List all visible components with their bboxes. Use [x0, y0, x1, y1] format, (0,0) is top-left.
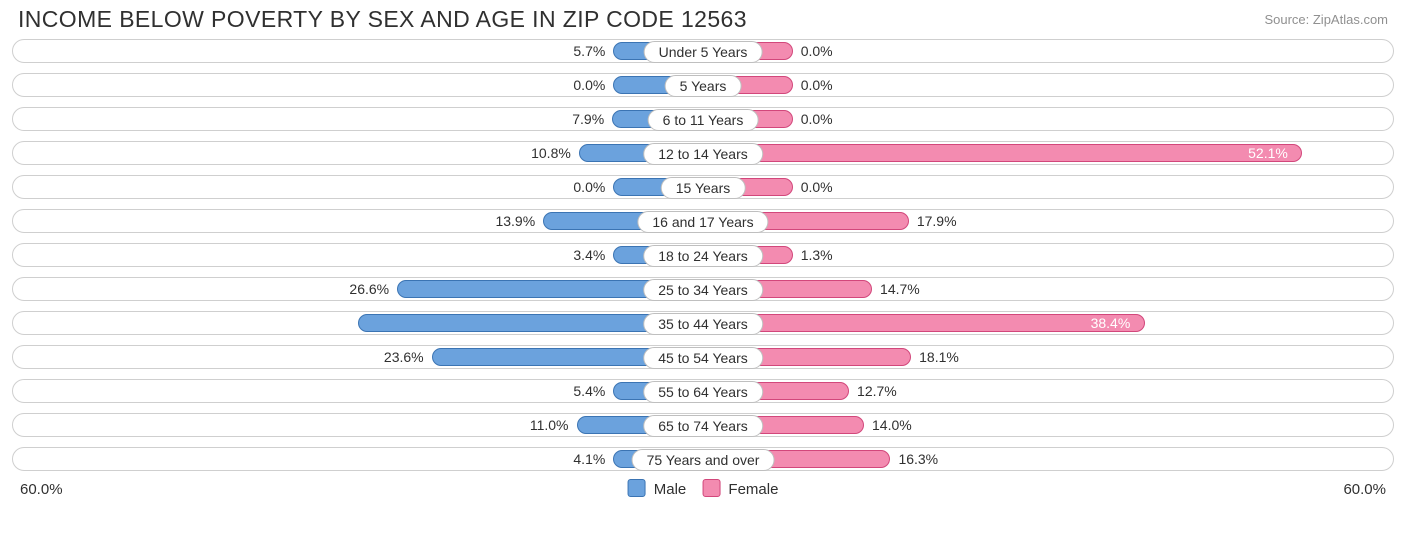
value-female: 12.7%: [857, 380, 897, 402]
value-female: 0.0%: [801, 176, 833, 198]
chart-header: INCOME BELOW POVERTY BY SEX AND AGE IN Z…: [10, 6, 1396, 39]
category-label: 45 to 54 Years: [643, 347, 763, 369]
bar-female: [703, 314, 1145, 332]
value-female: 0.0%: [801, 108, 833, 130]
legend-male: Male: [628, 479, 687, 498]
chart-legend: Male Female: [628, 479, 779, 498]
chart-row: 26.6% 14.7% 25 to 34 Years: [12, 277, 1394, 301]
chart-row: 5.4% 12.7% 55 to 64 Years: [12, 379, 1394, 403]
chart-source: Source: ZipAtlas.com: [1264, 6, 1388, 27]
value-male: 26.6%: [349, 278, 389, 300]
category-label: 18 to 24 Years: [643, 245, 763, 267]
value-male: 11.0%: [530, 414, 569, 436]
value-male: 5.7%: [573, 40, 605, 62]
value-male: 0.0%: [573, 176, 605, 198]
legend-swatch-male: [628, 479, 646, 497]
chart-row: 5.7% 0.0% Under 5 Years: [12, 39, 1394, 63]
value-female: 52.1%: [1248, 142, 1288, 164]
value-female: 38.4%: [1091, 312, 1131, 334]
legend-female-label: Female: [728, 481, 778, 498]
value-female: 16.3%: [898, 448, 938, 470]
chart-row: 4.1% 16.3% 75 Years and over: [12, 447, 1394, 471]
bar-female: [703, 144, 1302, 162]
category-label: 12 to 14 Years: [643, 143, 763, 165]
chart-container: INCOME BELOW POVERTY BY SEX AND AGE IN Z…: [0, 0, 1406, 559]
chart-row: 10.8% 52.1% 12 to 14 Years: [12, 141, 1394, 165]
category-label: 5 Years: [665, 75, 742, 97]
value-female: 0.0%: [801, 40, 833, 62]
chart-row: 13.9% 17.9% 16 and 17 Years: [12, 209, 1394, 233]
value-female: 14.0%: [872, 414, 912, 436]
value-male: 13.9%: [495, 210, 535, 232]
chart-body: 5.7% 0.0% Under 5 Years 0.0% 0.0% 5 Years 7.9%…: [10, 39, 1396, 471]
value-female: 17.9%: [917, 210, 957, 232]
category-label: 6 to 11 Years: [648, 109, 759, 131]
value-female: 1.3%: [801, 244, 833, 266]
chart-row: 23.6% 18.1% 45 to 54 Years: [12, 345, 1394, 369]
category-label: 55 to 64 Years: [643, 381, 763, 403]
legend-male-label: Male: [654, 481, 687, 498]
value-male: 5.4%: [573, 380, 605, 402]
chart-row: 0.0% 0.0% 15 Years: [12, 175, 1394, 199]
chart-row: 30.0%38.4%35 to 44 Years: [12, 311, 1394, 335]
value-male: 7.9%: [572, 108, 604, 130]
legend-female: Female: [702, 479, 778, 498]
axis-row: 60.0% Male Female 60.0%: [10, 479, 1396, 505]
value-male: 10.8%: [531, 142, 571, 164]
chart-title: INCOME BELOW POVERTY BY SEX AND AGE IN Z…: [18, 6, 747, 33]
category-label: Under 5 Years: [644, 41, 763, 63]
chart-row: 7.9% 0.0% 6 to 11 Years: [12, 107, 1394, 131]
value-male: 0.0%: [573, 74, 605, 96]
category-label: 65 to 74 Years: [643, 415, 763, 437]
value-female: 18.1%: [919, 346, 959, 368]
chart-row: 0.0% 0.0% 5 Years: [12, 73, 1394, 97]
category-label: 15 Years: [661, 177, 746, 199]
value-male: 4.1%: [573, 448, 605, 470]
chart-row: 3.4% 1.3% 18 to 24 Years: [12, 243, 1394, 267]
value-male: 3.4%: [573, 244, 605, 266]
category-label: 16 and 17 Years: [637, 211, 768, 233]
value-male: 23.6%: [384, 346, 424, 368]
category-label: 25 to 34 Years: [643, 279, 763, 301]
category-label: 35 to 44 Years: [643, 313, 763, 335]
legend-swatch-female: [702, 479, 720, 497]
category-label: 75 Years and over: [632, 449, 775, 471]
value-female: 14.7%: [880, 278, 920, 300]
chart-row: 11.0% 14.0% 65 to 74 Years: [12, 413, 1394, 437]
axis-max-left: 60.0%: [20, 481, 63, 498]
axis-max-right: 60.0%: [1343, 481, 1386, 498]
value-female: 0.0%: [801, 74, 833, 96]
